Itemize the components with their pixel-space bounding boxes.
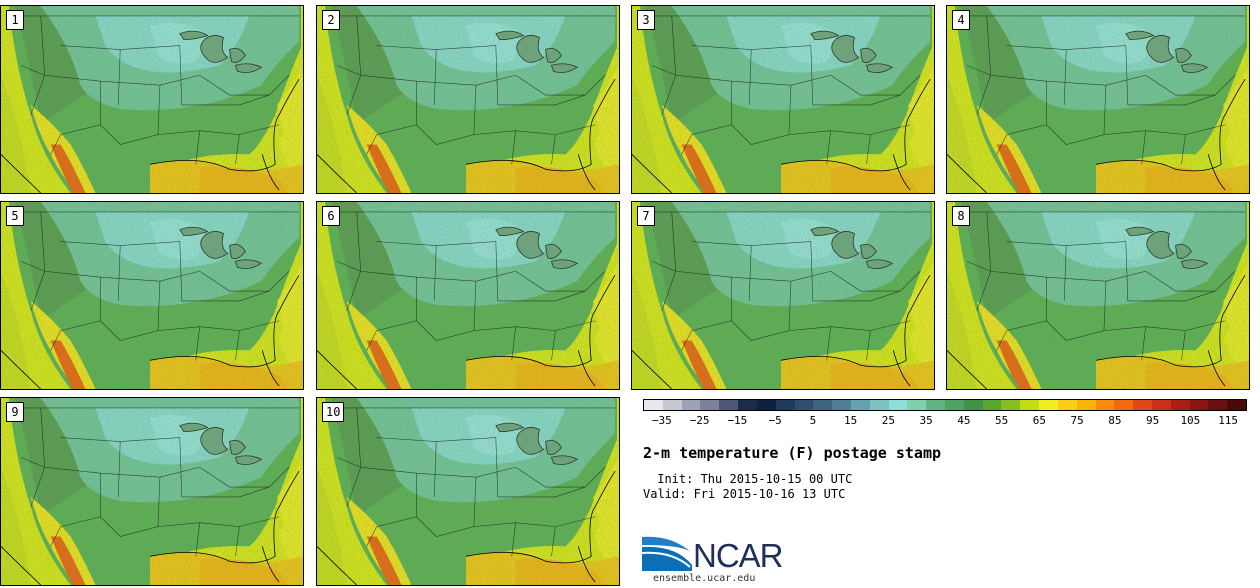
colorbar-swatch (644, 400, 663, 410)
colorbar-tick-label: 75 (1070, 414, 1084, 427)
colorbar-tick-label: −15 (727, 414, 748, 427)
member-number: 8 (952, 206, 970, 226)
colorbar-swatch (1189, 400, 1209, 410)
colorbar-swatch (1151, 400, 1171, 410)
colorbar-tick-labels: −35 −25 −15 −5 5 15 25 35 45 55 65 75 85 95 105 115 (643, 414, 1247, 430)
colorbar-swatch (963, 400, 983, 410)
colorbar-swatch (1020, 400, 1040, 410)
colorbar-tick-label: −35 (651, 414, 672, 427)
member-panel: 10 (316, 397, 620, 586)
colorbar-swatch (775, 400, 795, 410)
member-panel: 8 (946, 201, 1250, 390)
colorbar-tick-label: 115 (1218, 414, 1239, 427)
member-number: 6 (322, 206, 340, 226)
colorbar-swatch (888, 400, 908, 410)
colorbar-swatch (700, 400, 720, 410)
colorbar-tick-label: 105 (1180, 414, 1201, 427)
colorbar-swatch (1039, 400, 1058, 410)
colorbar (643, 399, 1247, 411)
colorbar-swatch (813, 400, 833, 410)
member-number: 5 (6, 206, 24, 226)
colorbar-swatch (1114, 400, 1134, 410)
temperature-map (632, 202, 934, 389)
member-panel: 7 (631, 201, 935, 390)
valid-time: Valid: Fri 2015-10-16 13 UTC (643, 487, 846, 501)
colorbar-swatch (1208, 400, 1228, 410)
member-number: 9 (6, 402, 24, 422)
colorbar-swatch (907, 400, 927, 410)
member-panel: 2 (316, 5, 620, 194)
colorbar-swatch (681, 400, 701, 410)
temperature-map (947, 6, 1249, 193)
member-number: 4 (952, 10, 970, 30)
temperature-map (317, 398, 619, 585)
colorbar-tick-label: 5 (809, 414, 817, 427)
logo-text: NCAR (693, 537, 784, 574)
member-number: 10 (322, 402, 345, 422)
colorbar-swatch (719, 400, 739, 410)
temperature-map (632, 6, 934, 193)
colorbar-swatch (1076, 400, 1096, 410)
temperature-map (1, 398, 303, 585)
ncar-logo-icon (642, 536, 692, 571)
colorbar-tick-label: 85 (1108, 414, 1122, 427)
colorbar-swatch (738, 400, 757, 410)
colorbar-swatch (756, 400, 776, 410)
member-panel: 3 (631, 5, 935, 194)
member-number: 3 (637, 10, 655, 30)
colorbar-tick-label: 45 (957, 414, 971, 427)
colorbar-tick-label: 25 (881, 414, 895, 427)
member-panel: 9 (0, 397, 304, 586)
member-panel: 4 (946, 5, 1250, 194)
colorbar-tick-label: 35 (919, 414, 933, 427)
site-url: ensemble.ucar.edu (653, 573, 756, 584)
colorbar-swatch (1170, 400, 1190, 410)
colorbar-tick-label: 65 (1032, 414, 1046, 427)
figure-title: 2-m temperature (F) postage stamp (643, 444, 942, 462)
member-number: 1 (6, 10, 24, 30)
colorbar-swatch (662, 400, 682, 410)
colorbar-swatch (1057, 400, 1077, 410)
colorbar-swatch (945, 400, 964, 410)
temperature-map (317, 6, 619, 193)
colorbar-swatch (869, 400, 889, 410)
colorbar-tick-label: −5 (768, 414, 782, 427)
member-number: 2 (322, 10, 340, 30)
colorbar-swatch (926, 400, 945, 410)
colorbar-swatch (1227, 400, 1246, 410)
colorbar-swatch (1001, 400, 1021, 410)
colorbar-swatch (850, 400, 870, 410)
temperature-map (947, 202, 1249, 389)
init-time: Init: Thu 2015-10-15 00 UTC (650, 472, 853, 486)
colorbar-swatch (832, 400, 851, 410)
colorbar-swatch (1133, 400, 1152, 410)
temperature-map (1, 6, 303, 193)
member-panel: 6 (316, 201, 620, 390)
member-panel: 1 (0, 5, 304, 194)
temperature-map (1, 202, 303, 389)
temperature-map (317, 202, 619, 389)
colorbar-tick-label: −25 (689, 414, 710, 427)
colorbar-swatch (982, 400, 1002, 410)
member-number: 7 (637, 206, 655, 226)
colorbar-swatch (1095, 400, 1115, 410)
colorbar-tick-label: 95 (1146, 414, 1160, 427)
colorbar-swatch (794, 400, 814, 410)
colorbar-tick-label: 55 (995, 414, 1009, 427)
colorbar-tick-label: 15 (844, 414, 858, 427)
member-panel: 5 (0, 201, 304, 390)
